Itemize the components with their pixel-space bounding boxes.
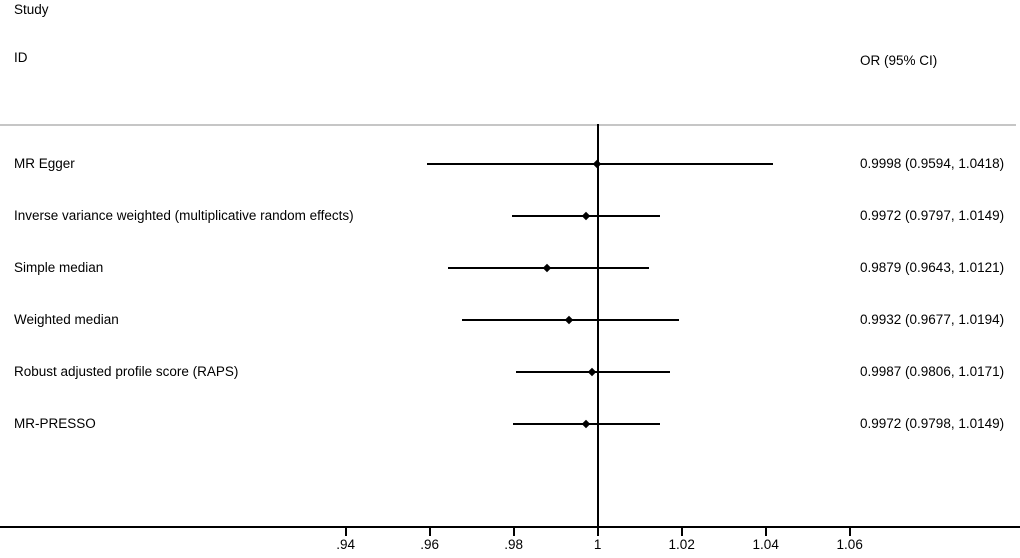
x-axis-tick-label: .94 [336, 537, 356, 552]
study-label: Robust adjusted profile score (RAPS) [14, 364, 239, 379]
x-axis-line [0, 526, 1020, 528]
point-estimate-marker [592, 159, 602, 169]
x-axis-tick-label: 1.02 [668, 537, 695, 552]
point-estimate-marker [581, 211, 591, 221]
or-ci-value: 0.9998 (0.9594, 1.0418) [860, 156, 1005, 171]
reference-line [596, 124, 599, 528]
x-axis-tick [428, 528, 431, 536]
or-ci-value: 0.9972 (0.9797, 1.0149) [860, 208, 1005, 223]
x-axis-tick-label: 1.06 [836, 537, 863, 552]
header-separator-line [0, 124, 1016, 126]
study-label: Weighted median [14, 312, 119, 327]
point-estimate-marker [564, 315, 574, 325]
x-axis-tick [764, 528, 767, 536]
or-ci-value: 0.9879 (0.9643, 1.0121) [860, 260, 1005, 275]
x-axis-tick [344, 528, 347, 536]
or-ci-value: 0.9932 (0.9677, 1.0194) [860, 312, 1005, 327]
or-ci-value: 0.9972 (0.9798, 1.0149) [860, 416, 1005, 431]
point-estimate-marker [581, 419, 591, 429]
x-axis-tick [512, 528, 515, 536]
x-axis-tick [680, 528, 683, 536]
study-label: Simple median [14, 260, 104, 275]
or-ci-value: 0.9987 (0.9806, 1.0171) [860, 364, 1005, 379]
study-label: Inverse variance weighted (multiplicativ… [14, 208, 354, 223]
x-axis-tick-label: .96 [420, 537, 440, 552]
point-estimate-marker [542, 263, 552, 273]
x-axis-tick-label: 1.04 [752, 537, 779, 552]
x-axis-tick-label: 1 [593, 537, 602, 552]
study-label: MR Egger [14, 156, 75, 171]
study-label: MR-PRESSO [14, 416, 96, 431]
x-axis-tick-label: .98 [504, 537, 524, 552]
column-header-or-ci: OR (95% CI) [860, 53, 938, 68]
x-axis-tick [848, 528, 851, 536]
column-header-study: Study [14, 2, 49, 17]
x-axis-tick [596, 528, 599, 536]
column-header-id: ID [14, 50, 28, 65]
point-estimate-marker [587, 367, 597, 377]
